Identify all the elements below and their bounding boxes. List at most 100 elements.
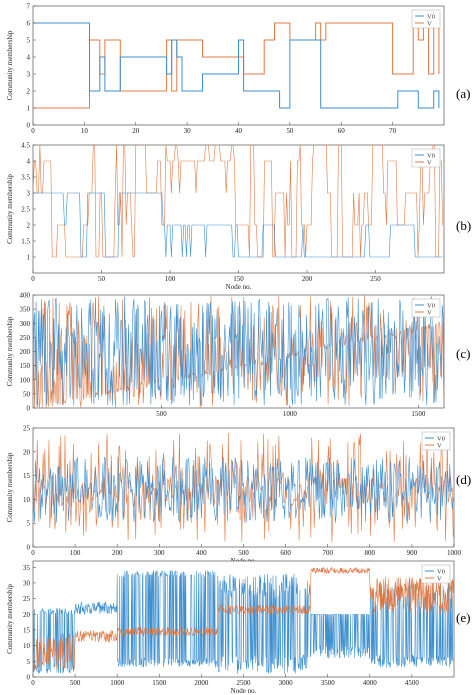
y-tick-label: 20 — [23, 448, 31, 456]
panel-e: 0 5 10 15 20 25 30 35 0 500 1000 1500 2000 2500 3000 35… — [6, 560, 470, 695]
y-tick-label: 10 — [23, 496, 31, 504]
x-tick-label: 70 — [389, 127, 397, 135]
y-tick-label: 250 — [20, 334, 31, 342]
y-axis-label: Community membership — [6, 174, 14, 244]
legend-label-v: V — [427, 159, 432, 166]
x-tick-label: 60 — [338, 127, 346, 135]
x-tick-label: 0 — [31, 679, 35, 687]
y-tick-label: 3.5 — [21, 174, 30, 182]
legend-label-v: V — [427, 20, 432, 27]
x-tick-label: 1000 — [283, 410, 298, 418]
x-tick-label: 20 — [132, 127, 140, 135]
x-tick-label: 900 — [407, 549, 418, 557]
x-tick-label: 300 — [154, 549, 165, 557]
legend: V0V — [421, 431, 451, 451]
series-line-v0 — [33, 192, 443, 258]
x-tick-label: 1500 — [411, 410, 426, 418]
y-tick-label: 350 — [20, 306, 31, 314]
x-tick-label: 150 — [233, 275, 244, 283]
x-tick-label: 50 — [98, 275, 106, 283]
y-tick-label: 35 — [23, 564, 31, 572]
y-tick-label: 200 — [20, 348, 31, 356]
legend-label-v: V — [427, 309, 432, 316]
y-tick-label: 2 — [27, 88, 31, 96]
x-tick-label: 50 — [286, 127, 294, 135]
y-tick-label: 100 — [20, 376, 31, 384]
series-line-v0 — [33, 456, 454, 523]
legend: V0V — [411, 298, 441, 318]
panel-label: (d) — [456, 472, 471, 487]
x-tick-label: 0 — [31, 127, 35, 135]
x-tick-label: 200 — [112, 549, 123, 557]
y-tick-label: 6 — [27, 20, 31, 28]
x-tick-label: 1000 — [110, 679, 125, 687]
legend-label-v: V — [437, 442, 442, 449]
series-line-v — [33, 22, 440, 109]
y-tick-label: 20 — [23, 611, 31, 619]
x-tick-label: 4000 — [363, 679, 378, 687]
y-tick-label: 5 — [27, 520, 31, 528]
x-tick-label: 40 — [235, 127, 243, 135]
x-tick-label: 100 — [165, 275, 176, 283]
y-tick-label: 150 — [20, 362, 31, 370]
x-tick-label: 1500 — [152, 679, 167, 687]
panel-label: (c) — [456, 346, 470, 361]
legend: V0V — [411, 9, 441, 29]
x-tick-label: 0 — [31, 549, 35, 557]
x-tick-label: 1000 — [447, 549, 462, 557]
y-tick-label: 4 — [27, 158, 31, 166]
legend-label-v0: V0 — [427, 13, 435, 20]
x-tick-label: 250 — [370, 275, 381, 283]
panel-label: (e) — [456, 610, 470, 625]
y-tick-label: 0 — [27, 674, 31, 682]
x-tick-label: 400 — [196, 549, 207, 557]
x-axis-label: Node no. — [226, 283, 252, 291]
x-tick-label: 800 — [365, 549, 376, 557]
y-tick-label: 400 — [20, 292, 31, 300]
panel-d: 0 5 10 15 20 25 0 100 200 300 400 500 600 700 800 900 10… — [6, 425, 471, 566]
legend-label-v0: V0 — [427, 152, 435, 159]
y-tick-label: 3 — [27, 71, 31, 79]
legend-label-v0: V0 — [437, 435, 445, 442]
y-tick-label: 7 — [27, 3, 31, 11]
series-line-v — [33, 566, 454, 670]
legend-label-v: V — [437, 575, 442, 582]
x-tick-label: 10 — [81, 127, 89, 135]
legend-label-v0: V0 — [437, 568, 445, 575]
y-tick-label: 2.5 — [21, 206, 30, 214]
y-tick-label: 3 — [27, 190, 31, 198]
panel-label: (b) — [456, 218, 471, 233]
x-tick-label: 100 — [70, 549, 81, 557]
y-tick-label: 15 — [23, 626, 31, 634]
legend: V0V — [421, 564, 451, 584]
y-tick-label: 25 — [23, 595, 31, 603]
x-tick-label: 600 — [280, 549, 291, 557]
series-line-v0 — [33, 296, 444, 406]
x-tick-label: 3500 — [321, 679, 336, 687]
y-tick-label: 50 — [23, 390, 31, 398]
y-tick-label: 10 — [23, 642, 31, 650]
legend: V0V — [411, 148, 441, 168]
x-axis-label: Node no. — [231, 687, 257, 695]
y-tick-label: 4.5 — [21, 142, 30, 150]
y-tick-label: 25 — [23, 425, 31, 433]
y-axis-label: Community membership — [6, 584, 14, 654]
x-tick-label: 2500 — [237, 679, 252, 687]
panel-b: 1 1.5 2 2.5 3 3.5 4 4.5 0 50 100 150 200 250 Community… — [6, 142, 471, 292]
y-axis-label: Community membership — [6, 30, 14, 100]
y-tick-label: 1 — [27, 254, 31, 262]
y-tick-label: 0 — [27, 544, 31, 552]
x-tick-label: 30 — [184, 127, 192, 135]
y-tick-label: 0 — [27, 122, 31, 130]
x-tick-label: 500 — [238, 549, 249, 557]
x-tick-label: 500 — [70, 679, 81, 687]
x-tick-label: 500 — [156, 410, 167, 418]
y-axis-label: Community membership — [6, 316, 14, 386]
y-tick-label: 5 — [27, 37, 31, 45]
y-tick-label: 1 — [27, 105, 31, 113]
y-tick-label: 300 — [20, 320, 31, 328]
x-tick-label: 3000 — [279, 679, 294, 687]
x-tick-label: 4500 — [405, 679, 420, 687]
